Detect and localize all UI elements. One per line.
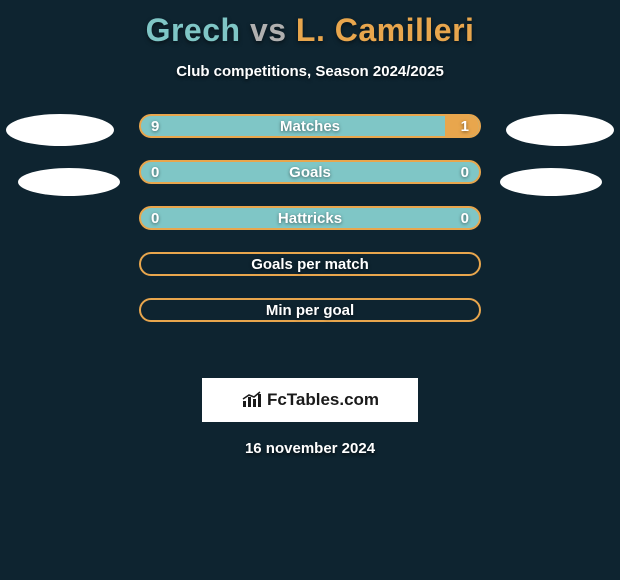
- bar-label: Matches: [139, 114, 481, 138]
- stat-bar: Goals per match: [139, 252, 481, 276]
- subtitle: Club competitions, Season 2024/2025: [0, 63, 620, 80]
- attribution-logo: FcTables.com: [202, 378, 418, 422]
- comparison-title: Grech vs L. Camilleri: [0, 0, 620, 49]
- bar-label: Goals: [139, 160, 481, 184]
- bar-label: Min per goal: [139, 298, 481, 322]
- stat-bar: 00Goals: [139, 160, 481, 184]
- logo-content: FcTables.com: [241, 390, 379, 410]
- player2-name: L. Camilleri: [296, 12, 475, 48]
- vs-separator: vs: [250, 12, 287, 48]
- bar-label: Hattricks: [139, 206, 481, 230]
- avatar-placeholder: [500, 168, 602, 196]
- comparison-chart: 91Matches 00Goals 00Hattricks Goals per mat…: [0, 114, 620, 374]
- avatar-placeholder: [506, 114, 614, 146]
- bar-rows-container: 91Matches 00Goals 00Hattricks Goals per mat…: [0, 114, 620, 322]
- date-label: 16 november 2024: [0, 440, 620, 457]
- logo-text: FcTables.com: [267, 390, 379, 410]
- avatar-placeholder: [6, 114, 114, 146]
- avatar-placeholder: [18, 168, 120, 196]
- bar-label: Goals per match: [139, 252, 481, 276]
- stat-bar: Min per goal: [139, 298, 481, 322]
- stat-bar: 91Matches: [139, 114, 481, 138]
- stat-bar: 00Hattricks: [139, 206, 481, 230]
- player1-name: Grech: [146, 12, 241, 48]
- bar-chart-icon: [241, 391, 263, 409]
